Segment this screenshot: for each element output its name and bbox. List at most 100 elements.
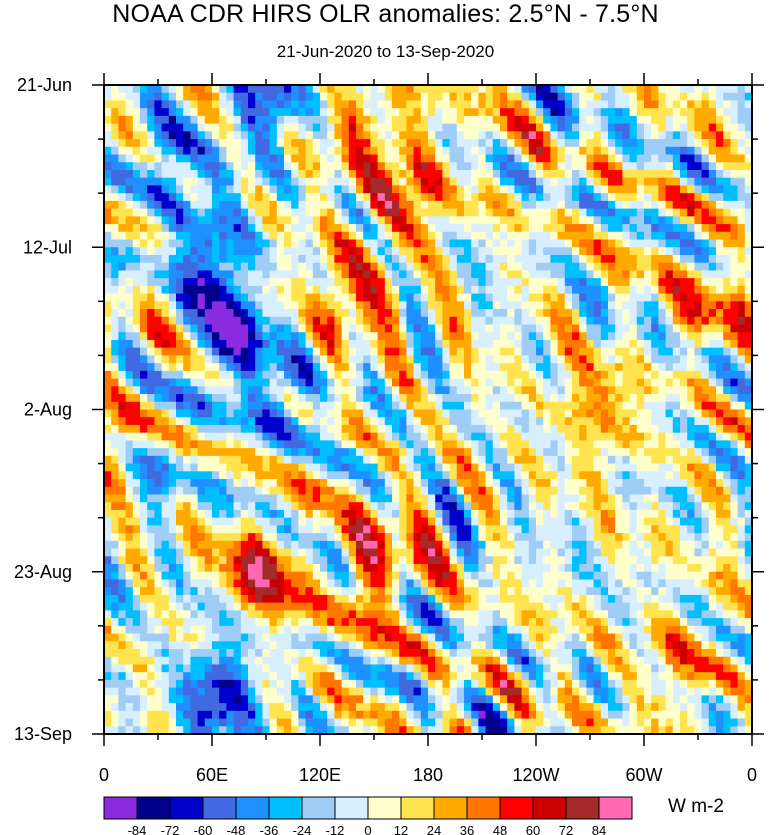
- heatmap-cell: [154, 386, 163, 395]
- heatmap-cell: [190, 363, 199, 372]
- heatmap-cell: [658, 100, 667, 109]
- heatmap-cell: [737, 432, 746, 442]
- heatmap-cell: [600, 92, 609, 102]
- heatmap-cell: [262, 394, 271, 403]
- heatmap-cell: [492, 316, 501, 326]
- heatmap-cell: [240, 424, 249, 434]
- heatmap-cell: [240, 401, 249, 411]
- heatmap-cell: [341, 231, 350, 241]
- heatmap-cell: [348, 293, 357, 302]
- heatmap-cell: [312, 115, 321, 125]
- heatmap-cell: [737, 254, 746, 264]
- heatmap-cell: [550, 169, 559, 179]
- heatmap-cell: [449, 146, 458, 156]
- heatmap-cell: [377, 363, 386, 372]
- heatmap-cell: [737, 363, 746, 372]
- heatmap-cell: [521, 146, 530, 156]
- heatmap-cell: [118, 394, 127, 403]
- heatmap-cell: [615, 100, 623, 109]
- heatmap-cell: [154, 471, 163, 480]
- heatmap-cell: [356, 293, 364, 302]
- heatmap-cell: [334, 285, 343, 295]
- heatmap-cell: [161, 386, 170, 395]
- heatmap-cell: [428, 139, 436, 148]
- heatmap-cell: [449, 185, 458, 194]
- heatmap-cell: [348, 363, 357, 372]
- heatmap-cell: [471, 301, 479, 310]
- heatmap-cell: [219, 154, 227, 163]
- heatmap-cell: [730, 193, 739, 202]
- heatmap-cell: [564, 216, 573, 225]
- heatmap-cell: [399, 239, 407, 248]
- heatmap-cell: [586, 139, 595, 148]
- heatmap-cell: [521, 363, 530, 372]
- heatmap-cell: [276, 347, 285, 357]
- heatmap-cell: [111, 394, 119, 403]
- heatmap-cell: [694, 139, 703, 148]
- heatmap-cell: [716, 247, 724, 256]
- heatmap-cell: [665, 424, 674, 434]
- heatmap-cell: [312, 108, 321, 117]
- heatmap-cell: [240, 162, 249, 171]
- heatmap-cell: [644, 386, 652, 395]
- heatmap-cell: [608, 363, 616, 372]
- heatmap-cell: [132, 254, 141, 264]
- heatmap-cell: [543, 370, 551, 380]
- heatmap-cell: [240, 440, 249, 449]
- heatmap-cell: [341, 123, 350, 132]
- heatmap-cell: [406, 139, 415, 148]
- heatmap-cell: [312, 293, 321, 302]
- heatmap-cell: [543, 347, 551, 357]
- heatmap-cell: [219, 401, 227, 411]
- heatmap-cell: [284, 123, 292, 132]
- heatmap-cell: [420, 293, 429, 302]
- heatmap-cell: [255, 208, 263, 217]
- heatmap-cell: [521, 231, 530, 241]
- heatmap-cell: [384, 139, 393, 148]
- heatmap-cell: [615, 339, 623, 349]
- heatmap-cell: [716, 177, 724, 187]
- heatmap-cell: [708, 224, 717, 233]
- heatmap-cell: [240, 270, 249, 279]
- heatmap-cell: [219, 378, 227, 387]
- heatmap-cell: [233, 169, 242, 179]
- heatmap-cell: [694, 494, 703, 503]
- heatmap-cell: [132, 502, 141, 511]
- heatmap-cell: [687, 316, 695, 326]
- heatmap-cell: [435, 324, 443, 333]
- heatmap-cell: [651, 239, 659, 248]
- heatmap-cell: [269, 162, 278, 171]
- heatmap-cell: [687, 339, 695, 349]
- heatmap-cell: [370, 262, 379, 272]
- heatmap-cell: [680, 432, 688, 442]
- heatmap-cell: [485, 100, 494, 109]
- heatmap-cell: [644, 239, 652, 248]
- heatmap-cell: [168, 479, 177, 488]
- heatmap-cell: [111, 231, 119, 241]
- heatmap-cell: [363, 502, 371, 511]
- heatmap-cell: [485, 262, 494, 272]
- heatmap-cell: [564, 401, 573, 411]
- heatmap-cell: [428, 200, 436, 210]
- heatmap-cell: [492, 270, 501, 279]
- heatmap-cell: [442, 401, 451, 411]
- heatmap-cell: [327, 424, 335, 434]
- heatmap-cell: [154, 270, 163, 279]
- heatmap-cell: [183, 231, 191, 241]
- heatmap-cell: [384, 347, 393, 357]
- heatmap-cell: [636, 355, 645, 364]
- heatmap-cell: [312, 324, 321, 333]
- heatmap-cell: [212, 108, 220, 117]
- heatmap-cell: [392, 471, 400, 480]
- heatmap-cell: [456, 401, 465, 411]
- heatmap-cell: [442, 440, 451, 449]
- heatmap-cell: [543, 231, 551, 241]
- heatmap-cell: [111, 224, 119, 233]
- heatmap-cell: [154, 200, 163, 210]
- heatmap-cell: [147, 486, 155, 496]
- heatmap-cell: [406, 471, 415, 480]
- heatmap-cell: [608, 339, 616, 349]
- heatmap-cell: [226, 363, 235, 372]
- heatmap-cell: [291, 185, 299, 194]
- heatmap-cell: [514, 448, 523, 457]
